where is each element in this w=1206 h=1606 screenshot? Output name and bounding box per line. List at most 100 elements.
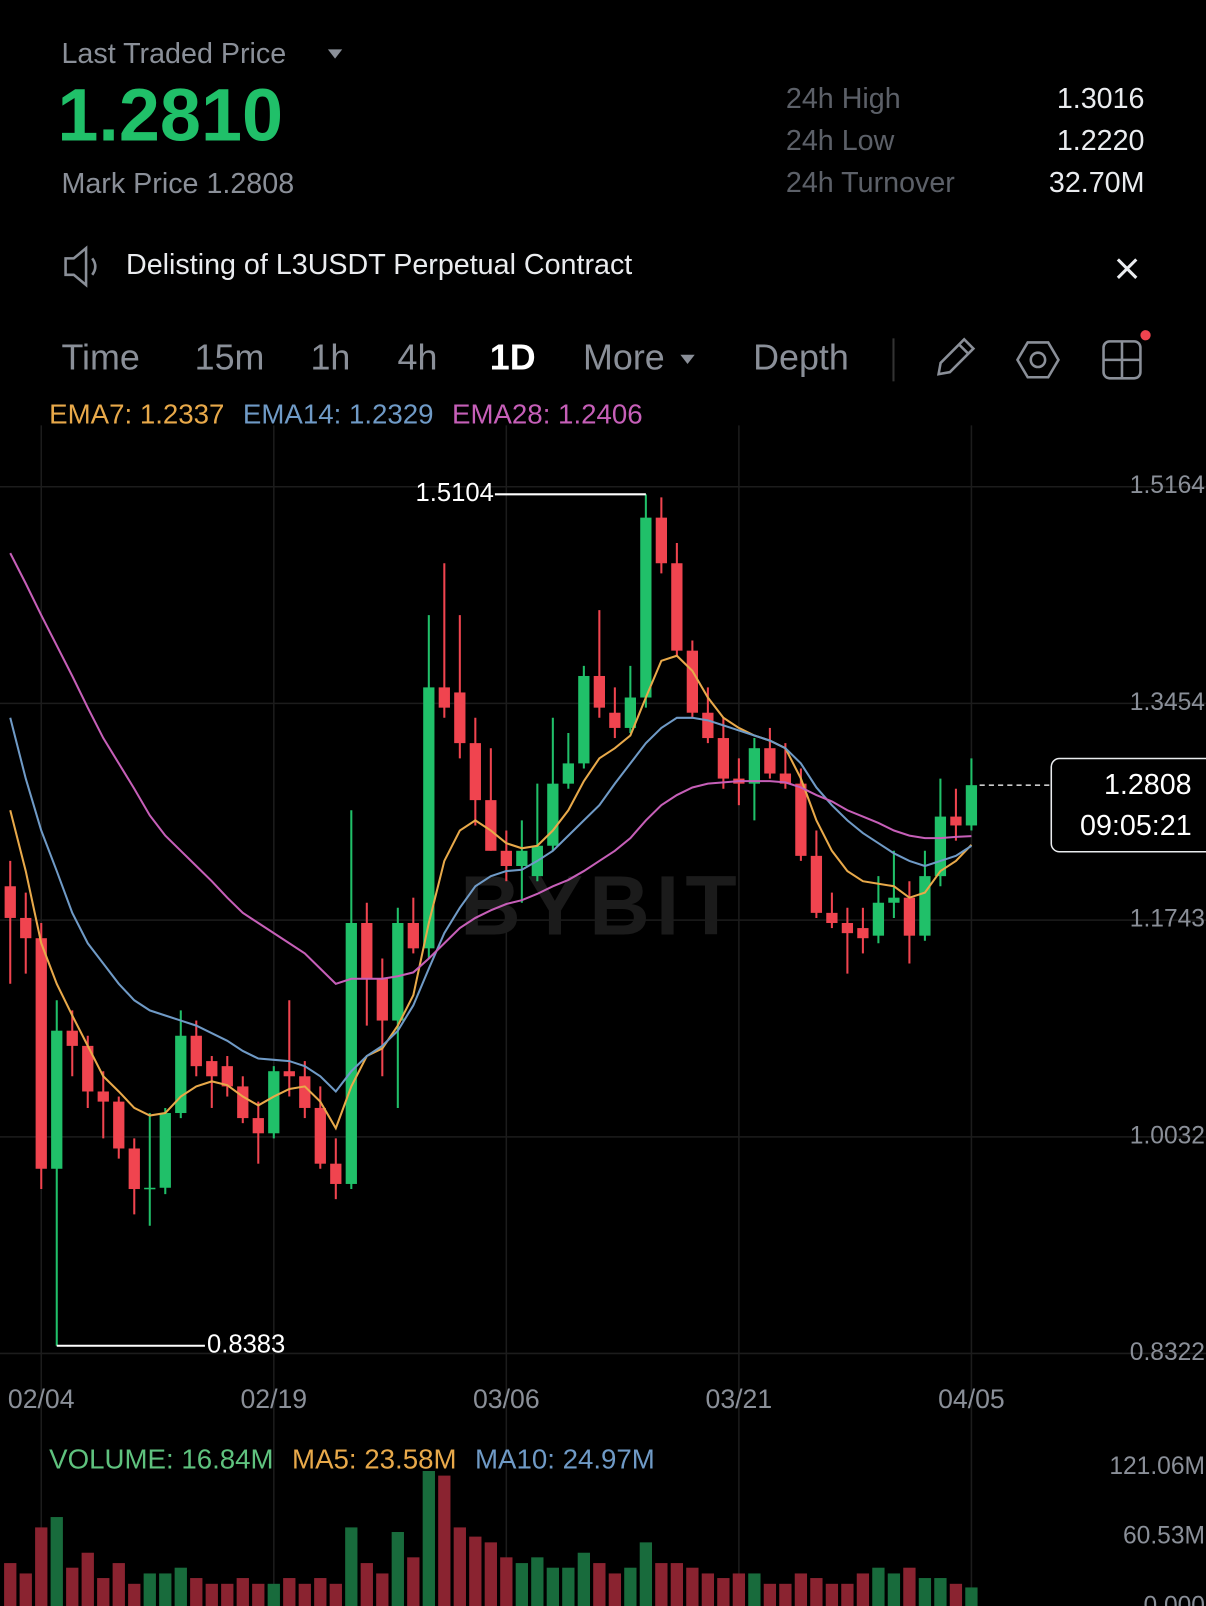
candle-body <box>283 1071 295 1077</box>
stat-label: 24h Turnover <box>786 167 955 199</box>
volume-bar <box>484 1542 497 1606</box>
volume-bar <box>50 1517 63 1606</box>
plot: 1.5164 1.3454 1.1743 1.0032 0.8322 02/04 02/19… <box>4 472 1206 1414</box>
volume-bar <box>128 1583 141 1606</box>
tabs: Time 15m 1h 4h 1D More Depth <box>61 337 848 377</box>
candle-body <box>686 650 699 713</box>
x-tick-label: 04/05 <box>938 1384 1005 1414</box>
candle-body <box>175 1035 187 1114</box>
candle-body <box>500 850 512 867</box>
stat-value: 32.70M <box>1049 167 1145 199</box>
volume-bar <box>515 1563 528 1606</box>
volume-bar <box>112 1563 125 1606</box>
mark-price-box <box>1050 757 1206 853</box>
candle-body <box>268 1071 280 1134</box>
speaker-icon <box>64 245 97 288</box>
layout-icon[interactable] <box>1102 330 1151 380</box>
volume-bar <box>701 1573 715 1606</box>
candle-body <box>764 748 776 774</box>
volume-bar <box>887 1573 901 1606</box>
candle-body <box>810 855 823 913</box>
volume-bar <box>686 1567 699 1606</box>
candle-body <box>593 675 605 708</box>
mark-price-label: 1.2808 <box>1104 769 1192 801</box>
volume-bar <box>965 1587 978 1606</box>
tab[interactable]: 1h <box>310 337 350 377</box>
stat-value: 1.2220 <box>1057 125 1145 157</box>
stats: 24h High 1.3016 24h Low 1.2220 24h Turnover 3… <box>786 83 1145 199</box>
volume-bar <box>577 1552 590 1606</box>
volume-bar <box>639 1542 653 1606</box>
draw-tool[interactable] <box>936 337 976 376</box>
candle-body <box>66 1030 78 1046</box>
x-tick-label: 03/06 <box>473 1384 540 1414</box>
candle-body <box>51 1030 63 1169</box>
candle-body <box>919 876 931 936</box>
tab[interactable]: 15m <box>195 337 265 377</box>
candle-body <box>454 692 466 744</box>
legend-entry: EMA7: 1.2337 <box>49 399 224 430</box>
volume-bar <box>143 1573 156 1606</box>
volume-bar <box>407 1557 420 1606</box>
ema-line <box>9 716 972 1094</box>
candle-body <box>717 738 730 779</box>
volume-bar <box>608 1573 622 1606</box>
x-tick-label: 03/21 <box>706 1384 773 1414</box>
dropdown-arrow[interactable] <box>680 354 695 364</box>
candle-body <box>423 687 435 949</box>
notice[interactable]: Delisting of L3USDT Perpetual Contract <box>126 249 632 281</box>
candle-body <box>562 763 574 784</box>
candle-body <box>206 1061 218 1077</box>
volume-bar <box>763 1583 777 1606</box>
candle-body <box>903 897 916 936</box>
candle-body <box>20 917 32 939</box>
volume-bar <box>66 1567 79 1606</box>
candle-body <box>516 850 528 867</box>
settings-icon[interactable] <box>1015 341 1060 379</box>
stat-value: 1.3016 <box>1057 83 1145 115</box>
x-tick-label: 02/19 <box>240 1384 307 1414</box>
tab[interactable]: Time <box>61 337 139 377</box>
tab[interactable]: 4h <box>398 337 438 377</box>
mark-price: Mark Price 1.2808 <box>61 168 294 200</box>
dropdown-arrow[interactable] <box>327 49 343 59</box>
candle-body <box>237 1086 249 1119</box>
volume-bar <box>949 1583 963 1606</box>
volume-bar <box>546 1567 559 1606</box>
candle-body <box>950 816 962 826</box>
close-button[interactable] <box>1116 258 1138 279</box>
candle-body <box>113 1101 125 1149</box>
volume-bar <box>624 1567 637 1606</box>
candle-body <box>748 748 761 784</box>
volume-bar <box>345 1527 358 1606</box>
volume-bar <box>190 1578 203 1606</box>
tab[interactable]: Depth <box>753 337 849 377</box>
candle-body <box>4 886 16 918</box>
candle-body <box>547 783 559 846</box>
high-label: 1.5104 <box>416 479 494 507</box>
volume-bar <box>670 1563 684 1606</box>
volume-bar <box>298 1583 311 1606</box>
volume-bar <box>19 1573 32 1606</box>
volume-bar <box>562 1567 575 1606</box>
volume-bar <box>779 1583 792 1606</box>
volume-bar <box>918 1578 932 1606</box>
tab[interactable]: More <box>583 337 665 377</box>
stat-label: 24h Low <box>786 125 895 157</box>
volume-bar <box>856 1573 870 1606</box>
candle-body <box>624 697 636 728</box>
y-tick-label: 121.06M <box>1109 1453 1205 1480</box>
x-tick-label: 02/04 <box>8 1384 75 1414</box>
candle-body <box>578 675 590 764</box>
candle-body <box>872 902 885 936</box>
volume-bar <box>97 1578 110 1606</box>
tab[interactable]: 1D <box>490 337 536 377</box>
volume-bar <box>934 1578 947 1606</box>
volume-bar <box>391 1532 404 1606</box>
legend-entry: EMA14: 1.2329 <box>243 399 434 430</box>
candle-body <box>361 923 373 979</box>
candle-body <box>841 923 854 934</box>
price-label[interactable]: Last Traded Price <box>61 38 286 70</box>
candle-body <box>702 712 714 739</box>
